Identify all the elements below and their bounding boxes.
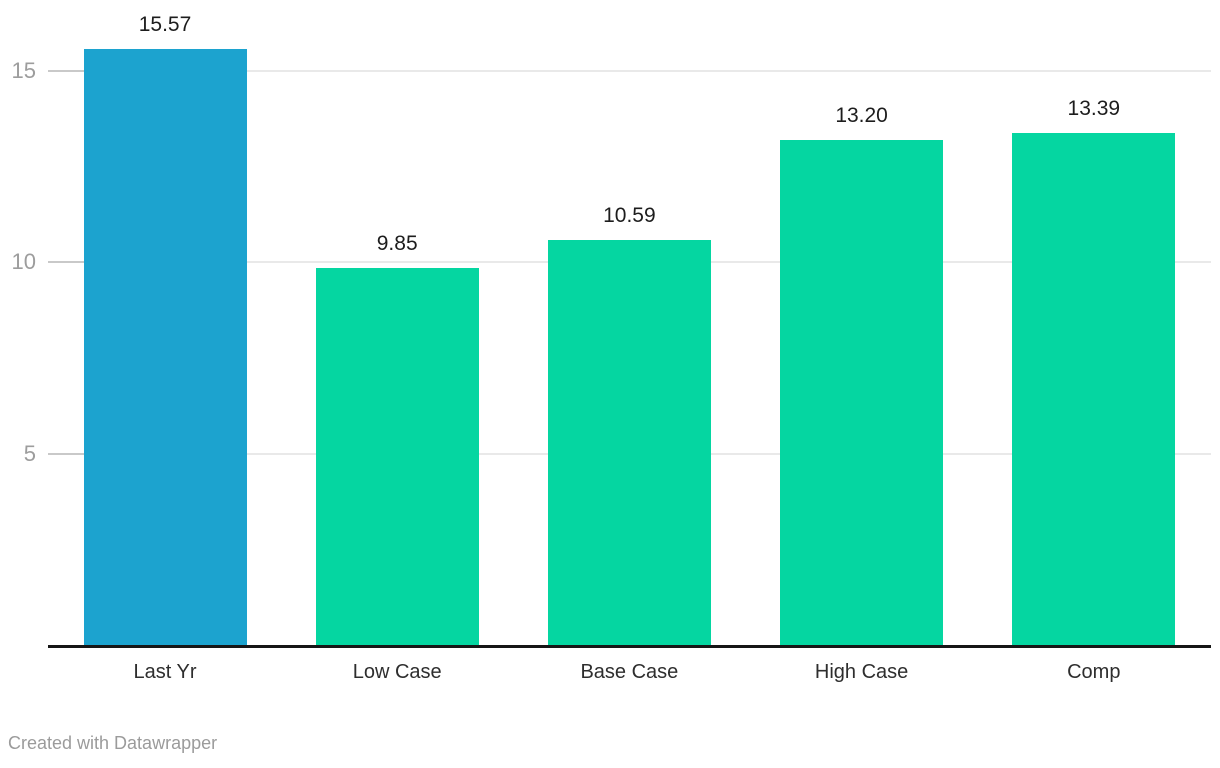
bar-value-label: 10.59 [603, 203, 656, 227]
bar-high-case [780, 139, 944, 645]
datawrapper-credit-link[interactable]: Created with Datawrapper [8, 733, 218, 753]
gridline [48, 69, 1211, 72]
bar-base-case [547, 239, 711, 645]
bar-last-yr [83, 49, 247, 645]
y-axis-tick [48, 69, 84, 72]
y-axis-tick [48, 261, 84, 264]
bar-value-label: 13.39 [1067, 96, 1121, 120]
x-axis-category-label: Comp [1067, 661, 1121, 683]
x-axis-category-label: Last Yr [133, 661, 197, 683]
x-axis-category-label: Low Case [352, 661, 442, 683]
bar-value-label: 15.57 [138, 13, 192, 37]
bar-value-label: 9.85 [376, 232, 418, 256]
bar-low-case [315, 268, 479, 645]
bar-comp [1012, 132, 1176, 645]
bar-value-label: 13.20 [835, 103, 888, 127]
x-axis-category-label: High Case [814, 661, 909, 683]
x-axis-category-label: Base Case [580, 661, 679, 683]
y-axis-tick-label: 10 [11, 249, 36, 275]
y-axis-tick [48, 452, 84, 455]
x-axis-line [48, 645, 1211, 648]
y-axis-tick-label: 15 [11, 57, 36, 83]
y-axis-tick-label: 5 [23, 440, 36, 466]
